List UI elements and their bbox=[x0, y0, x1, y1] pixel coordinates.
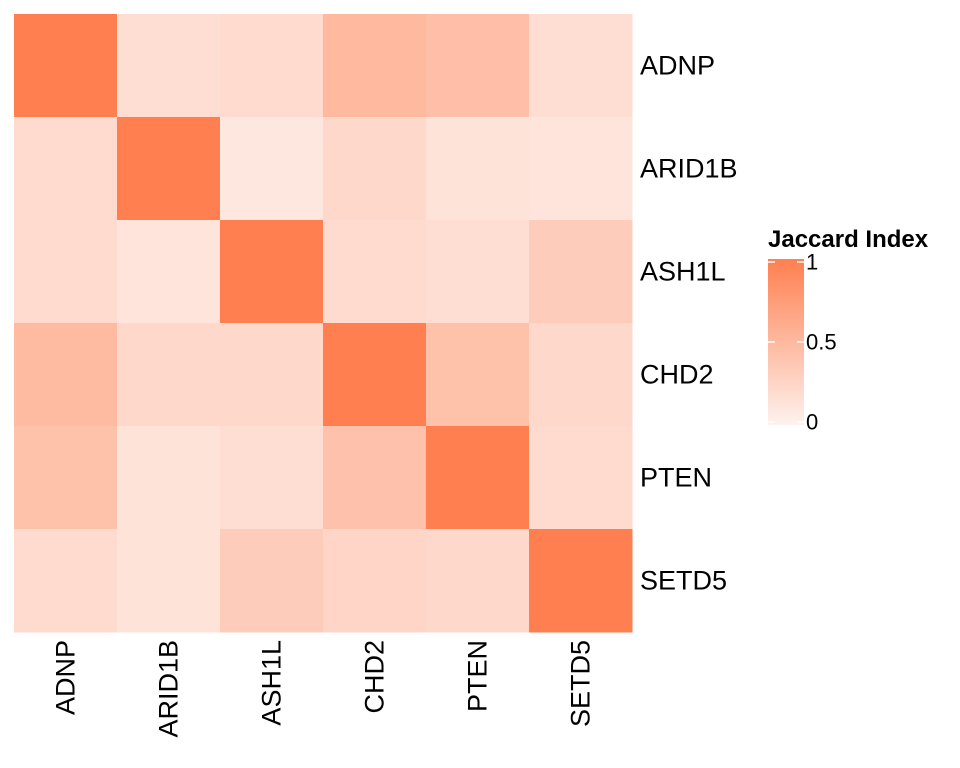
legend-ticks: 10.50 bbox=[768, 250, 837, 435]
heatmap-cell-ash1l-pten bbox=[426, 220, 530, 324]
column-label-chd2: CHD2 bbox=[360, 640, 390, 714]
heatmap-cell-setd5-pten bbox=[426, 529, 530, 633]
heatmap-cell-setd5-ash1l bbox=[220, 529, 324, 633]
heatmap-cell-pten-chd2 bbox=[323, 426, 427, 530]
heatmap-cell-adnp-setd5 bbox=[529, 14, 633, 118]
heatmap-cell-chd2-adnp bbox=[14, 323, 118, 427]
column-label-pten: PTEN bbox=[463, 640, 493, 712]
heatmap-cell-setd5-adnp bbox=[14, 529, 118, 633]
heatmap-cell-ash1l-adnp bbox=[14, 220, 118, 324]
column-label-setd5: SETD5 bbox=[566, 640, 596, 727]
heatmap-cell-chd2-ash1l bbox=[220, 323, 324, 427]
heatmap-cell-setd5-chd2 bbox=[323, 529, 427, 633]
column-label-adnp: ADNP bbox=[51, 640, 81, 715]
heatmap-cell-chd2-pten bbox=[426, 323, 530, 427]
heatmap-cell-arid1b-setd5 bbox=[529, 117, 633, 221]
heatmap-cell-adnp-adnp bbox=[14, 14, 118, 118]
heatmap-cell-pten-pten bbox=[426, 426, 530, 530]
heatmap-cell-ash1l-arid1b bbox=[117, 220, 221, 324]
row-label-ash1l: ASH1L bbox=[640, 257, 726, 287]
heatmap-cell-arid1b-ash1l bbox=[220, 117, 324, 221]
heatmap-cell-pten-arid1b bbox=[117, 426, 221, 530]
heatmap-cell-arid1b-adnp bbox=[14, 117, 118, 221]
row-labels: ADNP ARID1B ASH1L CHD2 PTEN SETD5 bbox=[640, 51, 738, 596]
legend-tick-label: 0 bbox=[806, 410, 818, 435]
heatmap-cell-pten-adnp bbox=[14, 426, 118, 530]
legend-title: Jaccard Index bbox=[768, 226, 929, 253]
heatmap-cell-arid1b-pten bbox=[426, 117, 530, 221]
heatmap-cell-chd2-chd2 bbox=[323, 323, 427, 427]
heatmap-cell-adnp-pten bbox=[426, 14, 530, 118]
heatmap-cell-pten-setd5 bbox=[529, 426, 633, 530]
heatmap-cell-ash1l-chd2 bbox=[323, 220, 427, 324]
row-label-setd5: SETD5 bbox=[640, 566, 727, 596]
heatmap-cell-arid1b-chd2 bbox=[323, 117, 427, 221]
heatmap-cell-adnp-chd2 bbox=[323, 14, 427, 118]
column-label-arid1b: ARID1B bbox=[154, 640, 184, 738]
heatmap-cell-ash1l-setd5 bbox=[529, 220, 633, 324]
row-label-adnp: ADNP bbox=[640, 51, 715, 81]
heatmap-cell-adnp-arid1b bbox=[117, 14, 221, 118]
row-label-pten: PTEN bbox=[640, 463, 712, 493]
heatmap-cell-pten-ash1l bbox=[220, 426, 324, 530]
heatmap-cell-setd5-setd5 bbox=[529, 529, 633, 633]
heatmap-cell-chd2-setd5 bbox=[529, 323, 633, 427]
heatmap-cell-ash1l-ash1l bbox=[220, 220, 324, 324]
legend: Jaccard Index 10.50 bbox=[768, 226, 929, 435]
column-labels: ADNP ARID1B ASH1L CHD2 PTEN SETD5 bbox=[51, 640, 596, 738]
heatmap-cell-adnp-ash1l bbox=[220, 14, 324, 118]
heatmap-cell-arid1b-arid1b bbox=[117, 117, 221, 221]
heatmap-cell-setd5-arid1b bbox=[117, 529, 221, 633]
row-label-arid1b: ARID1B bbox=[640, 154, 738, 184]
heatmap-cells bbox=[14, 14, 633, 633]
legend-tick-label: 0.5 bbox=[806, 330, 837, 355]
column-label-ash1l: ASH1L bbox=[257, 640, 287, 726]
row-label-chd2: CHD2 bbox=[640, 360, 714, 390]
legend-tick-label: 1 bbox=[806, 250, 818, 275]
heatmap-cell-chd2-arid1b bbox=[117, 323, 221, 427]
